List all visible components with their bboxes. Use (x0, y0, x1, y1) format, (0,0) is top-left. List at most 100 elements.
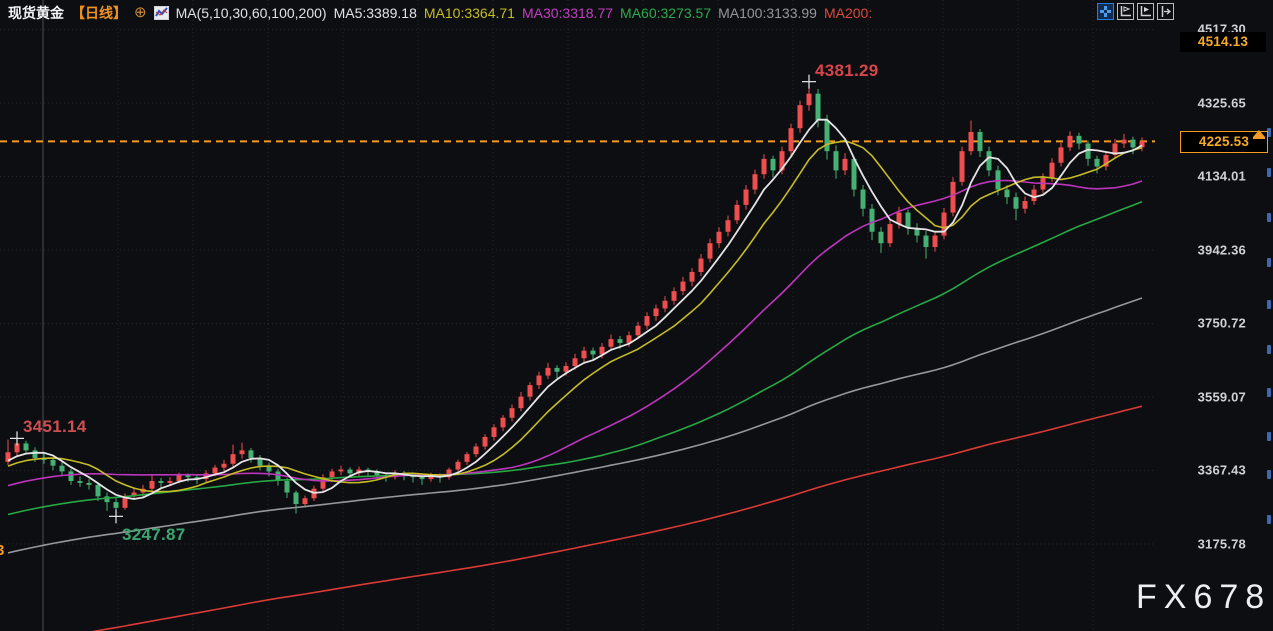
candle-body (833, 151, 839, 171)
candle-body (779, 151, 785, 171)
candle-body (1121, 139, 1127, 144)
y-axis-label: 3559.07 (1197, 389, 1246, 405)
candle-body (878, 231, 884, 244)
candle-body (518, 396, 524, 409)
pane-export-button[interactable] (1157, 3, 1174, 20)
candle-body (1130, 139, 1136, 148)
candle-body (419, 477, 425, 480)
crosshair-button[interactable] (1097, 3, 1114, 20)
candle-body (95, 484, 101, 497)
candle-body (1076, 135, 1082, 144)
candle-body (815, 93, 821, 121)
candle-body (707, 243, 713, 259)
axis-flag-outline-button[interactable] (1117, 3, 1134, 20)
candle-body (914, 227, 920, 236)
edge-mark (1267, 128, 1271, 137)
candle-body (734, 204, 740, 221)
y-axis-label: 3942.36 (1197, 242, 1246, 258)
candle-body (797, 105, 803, 129)
ma5-value: MA5:3389.18 (333, 5, 417, 21)
edge-mark (1267, 470, 1271, 479)
candle-body (725, 220, 731, 232)
candle-body (176, 475, 182, 482)
candle-body (1058, 147, 1064, 163)
candle-body (1085, 143, 1091, 159)
candle-body (1139, 141, 1145, 148)
candle-body (113, 502, 119, 508)
candle-body (1103, 155, 1109, 167)
edge-mark (1267, 168, 1271, 177)
candle-body (239, 450, 245, 455)
candle-body (635, 325, 641, 336)
candle-body (1049, 162, 1055, 179)
ma-group-label: MA(5,10,30,60,100,200) (175, 5, 327, 21)
candle-body (1004, 189, 1010, 198)
candle-body (1022, 201, 1028, 209)
candle-body (689, 271, 695, 282)
candle-body (59, 465, 65, 472)
candle-body (347, 469, 353, 474)
ma60-value: MA60:3273.57 (620, 5, 712, 21)
candle-body (1094, 158, 1100, 167)
candle-body (1013, 197, 1019, 209)
link-plus-icon[interactable]: ⊕ (134, 4, 147, 21)
candle-body (761, 158, 767, 175)
ma200-value: MA200: (823, 5, 873, 21)
candle-body (14, 443, 20, 453)
candle-body (275, 471, 281, 482)
candle-body (500, 417, 506, 428)
candle-body (824, 120, 830, 152)
candle-body (167, 481, 173, 483)
swing-price-annotation: 4381.29 (815, 60, 879, 80)
y-axis-label: 4325.65 (1197, 95, 1246, 111)
candle-body (5, 452, 11, 462)
candle-body (284, 481, 290, 493)
candle-body (716, 231, 722, 244)
candle-body (923, 235, 929, 248)
edge-mark (1267, 388, 1271, 397)
candle-body (698, 258, 704, 272)
candle-body (905, 212, 911, 228)
y-axis-label: 4134.01 (1197, 168, 1246, 184)
candle-body (968, 132, 974, 152)
interval-label[interactable]: 【日线】 (71, 5, 127, 21)
candle-body (194, 477, 200, 480)
candle-body (122, 496, 128, 508)
candle-body (131, 492, 137, 497)
candle-body (581, 350, 587, 359)
candle-body (158, 481, 164, 483)
ma5-line (7, 118, 1143, 500)
candle-body (77, 481, 83, 483)
candle-body (428, 475, 434, 480)
session-high-tag: 4514.13 (1180, 32, 1266, 52)
candle-body (221, 463, 227, 468)
candle-body (590, 350, 596, 355)
candle-body (662, 300, 668, 309)
candle-body (473, 446, 479, 455)
candle-body (806, 93, 812, 106)
candle-body (329, 471, 335, 478)
candle-body (104, 496, 110, 503)
candle-body (248, 450, 254, 459)
swing-price-annotation: 3247.87 (122, 525, 186, 545)
axis-flag-filled-button[interactable] (1137, 3, 1154, 20)
candle-body (1067, 135, 1073, 148)
candle-body (545, 367, 551, 376)
candle-body (617, 339, 623, 343)
candle-body (860, 189, 866, 209)
candle-body (869, 208, 875, 232)
y-axis-label: 3175.78 (1197, 536, 1246, 552)
candle-body (50, 459, 56, 466)
chart-thumbnail-icon[interactable] (153, 6, 169, 20)
candle-body (293, 492, 299, 505)
candle-body (302, 498, 308, 505)
candle-body (149, 481, 155, 489)
candle-body (1112, 143, 1118, 156)
candle-body (320, 477, 326, 489)
candle-body (941, 212, 947, 236)
candle-body (554, 367, 560, 372)
y-axis-label: 3750.72 (1197, 315, 1246, 331)
candle-body (743, 189, 749, 205)
